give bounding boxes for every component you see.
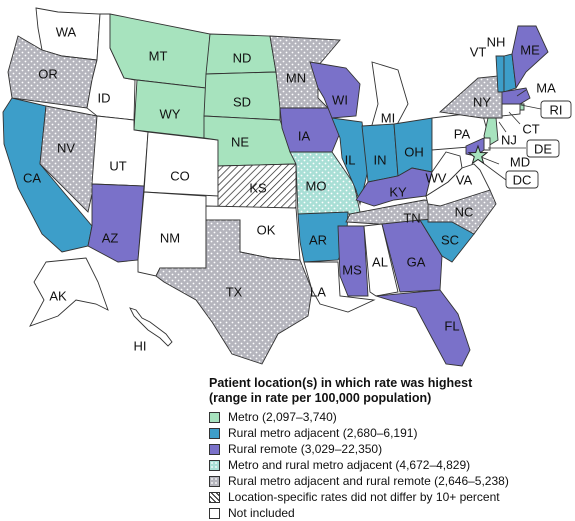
state-ar	[297, 211, 349, 263]
legend-item-rural-metro-adjacent-and-rural-remote: Rural metro adjacent and rural remote (2…	[209, 473, 569, 489]
state-label-ga: GA	[407, 255, 426, 270]
state-label-sc: SC	[441, 233, 459, 248]
state-label-tn: TN	[403, 211, 420, 226]
state-label-wy: WY	[160, 107, 181, 122]
legend-swatch-not-included	[209, 507, 220, 519]
state-label-va: VA	[456, 173, 473, 188]
state-label-dc: DC	[513, 173, 532, 188]
state-label-ok: OK	[257, 223, 276, 238]
state-label-ca: CA	[23, 171, 41, 186]
state-ct	[501, 103, 521, 117]
state-label-wi: WI	[332, 93, 348, 108]
state-label-mn: MN	[286, 71, 306, 86]
legend-label-metro-and-rural-metro-adjacent: Metro and rural metro adjacent (4,672–4,…	[228, 458, 471, 472]
legend-title: Patient location(s) in which rate was hi…	[209, 376, 569, 406]
state-label-md: MD	[510, 155, 530, 170]
state-label-sd: SD	[233, 95, 251, 110]
state-label-or: OR	[38, 67, 58, 82]
dc-star-icon	[467, 144, 489, 165]
legend-title-line1: Patient location(s) in which rate was hi…	[209, 376, 473, 390]
state-co	[143, 131, 219, 197]
state-label-la: LA	[310, 285, 326, 300]
legend-item-rural-metro-adjacent: Rural metro adjacent (2,680–6,191)	[209, 425, 569, 441]
legend: Patient location(s) in which rate was hi…	[209, 376, 569, 521]
legend-label-rural-remote: Rural remote (3,029–22,350)	[228, 442, 383, 456]
state-label-nj: NJ	[501, 133, 517, 148]
state-label-mo: MO	[306, 179, 327, 194]
state-label-oh: OH	[404, 145, 424, 160]
state-label-ct: CT	[522, 122, 539, 137]
state-label-wv: WV	[426, 171, 447, 186]
callout-box-de	[526, 139, 560, 158]
state-label-ne: NE	[231, 135, 249, 150]
legend-swatch-rural-metro-adjacent-and-rural-remote	[209, 475, 220, 487]
state-label-me: ME	[520, 43, 540, 58]
legend-label-not-included: Not included	[228, 506, 295, 520]
state-label-de: DE	[534, 142, 552, 157]
state-label-tx: TX	[226, 285, 243, 300]
state-label-nm: NM	[160, 231, 180, 246]
state-label-ri: RI	[550, 103, 563, 118]
state-label-az: AZ	[102, 231, 119, 246]
legend-swatch-metro	[209, 411, 220, 423]
state-label-nc: NC	[455, 205, 474, 220]
legend-label-metro: Metro (2,097–3,740)	[228, 410, 337, 424]
legend-swatch-no-difference	[209, 491, 220, 503]
state-wv	[425, 151, 463, 197]
legend-item-not-included: Not included	[209, 505, 569, 521]
legend-swatch-rural-remote	[209, 443, 220, 455]
state-mn	[269, 35, 341, 109]
state-label-wa: WA	[56, 25, 77, 40]
state-label-al: AL	[372, 255, 388, 270]
legend-swatch-rural-metro-adjacent	[209, 427, 220, 439]
state-label-in: IN	[374, 153, 387, 168]
state-label-nv: NV	[57, 141, 75, 156]
state-label-mi: MI	[381, 111, 395, 126]
state-label-nd: ND	[233, 51, 252, 66]
state-label-ny: NY	[473, 95, 491, 110]
state-la	[303, 261, 376, 313]
state-al	[363, 223, 399, 297]
state-az	[87, 183, 145, 263]
state-label-ky: KY	[389, 185, 407, 200]
legend-item-metro-and-rural-metro-adjacent: Metro and rural metro adjacent (4,672–4,…	[209, 457, 569, 473]
legend-label-no-difference: Location-specific rates did not differ b…	[228, 490, 500, 504]
state-tx	[155, 219, 313, 365]
state-label-ia: IA	[298, 129, 311, 144]
state-label-ma: MA	[536, 81, 556, 96]
state-fl	[375, 289, 471, 367]
state-label-hi: HI	[134, 339, 147, 354]
legend-item-metro: Metro (2,097–3,740)	[209, 409, 569, 425]
state-label-mt: MT	[149, 49, 168, 64]
legend-label-rural-metro-adjacent-and-rural-remote: Rural metro adjacent and rural remote (2…	[228, 474, 509, 488]
legend-label-rural-metro-adjacent: Rural metro adjacent (2,680–6,191)	[228, 426, 418, 440]
state-label-ak: AK	[49, 289, 67, 304]
state-label-vt: VT	[470, 45, 487, 60]
state-label-ks: KS	[249, 181, 267, 196]
state-label-fl: FL	[444, 319, 459, 334]
state-nv	[39, 105, 98, 213]
state-label-nh: NH	[487, 35, 506, 50]
state-wi	[309, 61, 361, 119]
callout-box-ri	[540, 100, 572, 119]
state-ms	[337, 225, 369, 297]
legend-title-line2: (range in rate per 100,000 population)	[209, 391, 432, 405]
state-ak	[29, 257, 109, 327]
legend-item-rural-remote: Rural remote (3,029–22,350)	[209, 441, 569, 457]
legend-swatch-metro-and-rural-metro-adjacent	[209, 459, 220, 471]
state-label-id: ID	[98, 91, 111, 106]
legend-item-no-difference: Location-specific rates did not differ b…	[209, 489, 569, 505]
state-label-ms: MS	[342, 263, 362, 278]
state-label-co: CO	[170, 169, 190, 184]
state-label-ar: AR	[309, 233, 327, 248]
state-label-ut: UT	[109, 159, 126, 174]
state-label-il: IL	[345, 153, 356, 168]
state-label-pa: PA	[454, 127, 471, 142]
state-hi	[129, 307, 173, 347]
callout-box-dc	[505, 170, 539, 189]
state-me	[511, 25, 549, 90]
state-ga	[381, 219, 443, 293]
